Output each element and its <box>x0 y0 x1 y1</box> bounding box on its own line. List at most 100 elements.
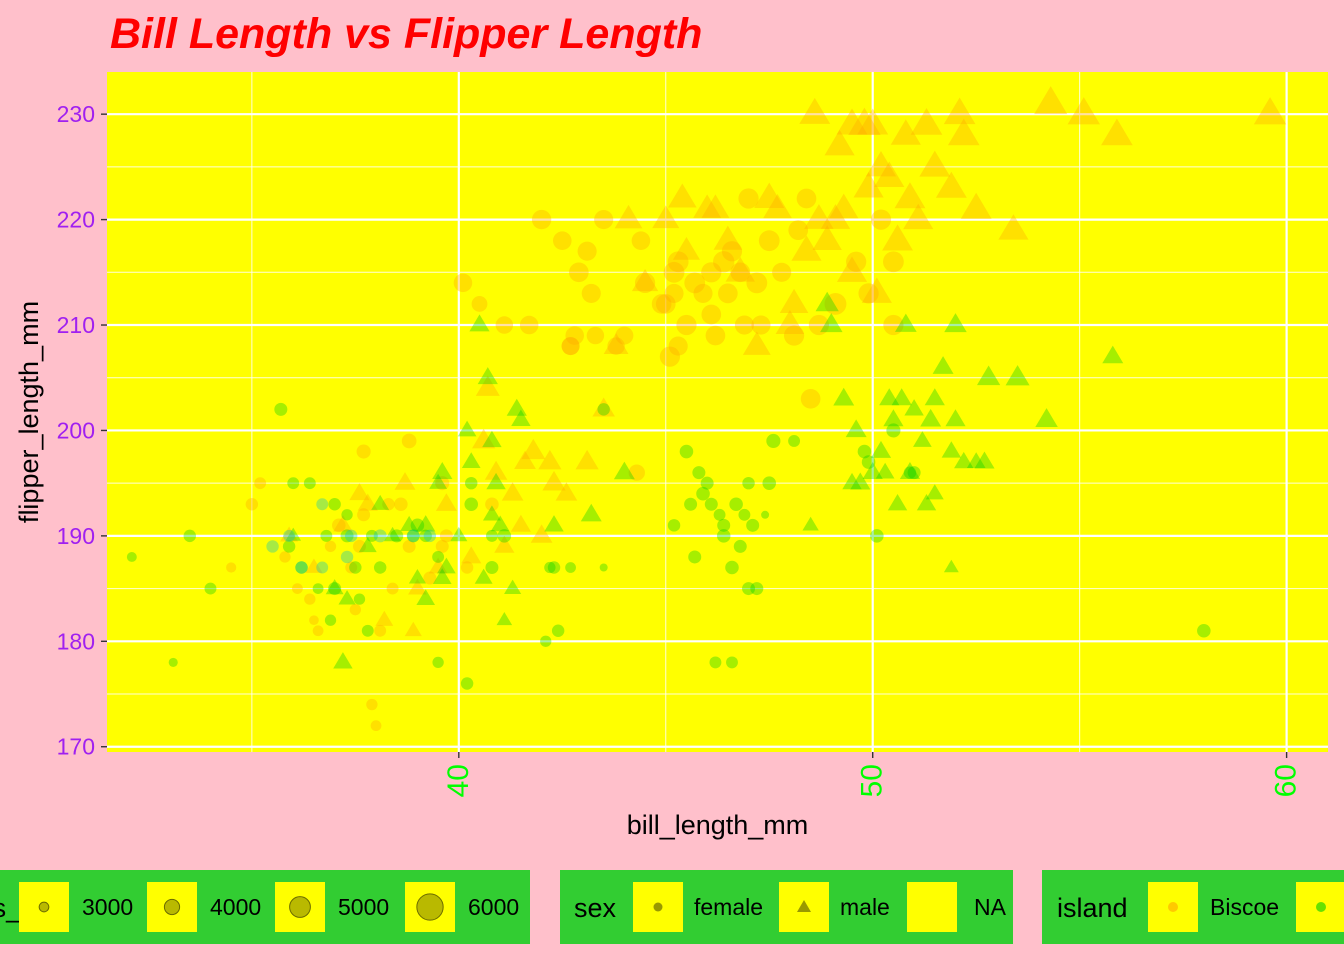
data-point <box>432 656 444 669</box>
data-point <box>408 578 427 595</box>
data-point <box>594 210 614 230</box>
data-point <box>226 562 237 573</box>
data-point <box>913 431 932 447</box>
data-point <box>696 486 710 501</box>
data-point <box>762 476 777 490</box>
data-point <box>684 497 698 511</box>
data-point <box>907 466 921 480</box>
data-point <box>495 316 514 334</box>
data-point <box>365 529 378 542</box>
data-point <box>824 129 855 156</box>
legend-symbol <box>653 902 663 912</box>
data-point <box>725 560 739 575</box>
data-point <box>628 464 645 481</box>
data-point <box>974 451 995 469</box>
data-point <box>504 579 522 595</box>
data-point <box>998 214 1029 240</box>
data-point <box>750 582 764 596</box>
data-point <box>506 398 527 416</box>
data-point <box>553 231 572 250</box>
legend-symbol <box>163 898 181 916</box>
data-point <box>282 540 296 553</box>
data-point <box>663 261 685 283</box>
data-point <box>475 375 500 396</box>
data-point <box>432 461 453 480</box>
data-point <box>490 515 510 532</box>
data-point <box>804 204 834 229</box>
legend-symbol <box>416 893 444 921</box>
data-point <box>472 428 496 449</box>
data-point <box>386 582 399 595</box>
data-point <box>402 539 416 553</box>
data-point <box>688 550 702 564</box>
data-point <box>580 503 602 522</box>
data-point <box>404 621 422 637</box>
data-point <box>634 272 656 293</box>
data-point <box>592 397 615 417</box>
data-point <box>742 582 756 596</box>
legend-size: body_mass_g3000400050006000 <box>0 870 530 944</box>
legend-symbol <box>1316 902 1326 912</box>
data-point <box>861 277 892 303</box>
x-axis-title: bill_length_mm <box>627 810 809 840</box>
data-point <box>865 151 897 177</box>
data-point <box>303 477 316 490</box>
data-point <box>848 107 881 135</box>
data-point <box>824 292 847 315</box>
data-point <box>924 388 945 406</box>
data-point <box>565 562 576 573</box>
y-tick-label: 200 <box>57 417 95 443</box>
data-point <box>882 224 914 251</box>
legend-key <box>907 882 957 932</box>
series-biscoe <box>226 86 1287 732</box>
data-point <box>375 610 394 626</box>
data-point <box>679 444 694 459</box>
data-point <box>862 461 883 480</box>
data-point <box>799 97 831 124</box>
legend-label: 4000 <box>210 894 261 920</box>
data-point <box>631 231 651 250</box>
data-point <box>800 388 821 409</box>
data-point <box>734 315 754 335</box>
data-point <box>944 313 967 333</box>
data-point <box>382 498 395 511</box>
data-point <box>945 409 966 427</box>
data-point <box>416 589 436 606</box>
data-point <box>390 529 404 543</box>
data-point <box>295 561 308 574</box>
data-point <box>494 535 515 553</box>
data-point <box>432 568 452 584</box>
data-point <box>482 430 502 448</box>
data-point <box>1253 97 1287 125</box>
data-point <box>561 337 580 356</box>
data-point <box>857 444 872 459</box>
data-point <box>305 558 323 573</box>
data-point <box>1197 623 1211 638</box>
data-point <box>730 262 751 283</box>
data-point <box>358 536 377 553</box>
data-point <box>274 402 288 416</box>
data-point <box>575 449 599 470</box>
data-point <box>439 529 453 543</box>
data-point <box>183 529 197 543</box>
legend-symbol <box>1168 902 1178 912</box>
data-point <box>655 294 676 314</box>
data-point <box>283 529 296 542</box>
data-point <box>1102 345 1124 364</box>
data-point <box>357 493 378 511</box>
data-point <box>941 441 962 458</box>
plot-panel <box>107 72 1328 752</box>
data-point <box>352 539 366 553</box>
data-point <box>701 304 722 325</box>
data-point <box>569 262 589 283</box>
data-point <box>340 550 354 564</box>
data-point <box>428 557 448 574</box>
legend-label: 3000 <box>82 894 133 920</box>
legend-symbol <box>289 896 311 918</box>
data-point <box>341 509 353 521</box>
data-point <box>659 346 681 367</box>
data-point <box>672 236 701 260</box>
data-point <box>916 494 937 511</box>
data-point <box>966 452 986 468</box>
x-tick-label: 50 <box>856 764 889 797</box>
